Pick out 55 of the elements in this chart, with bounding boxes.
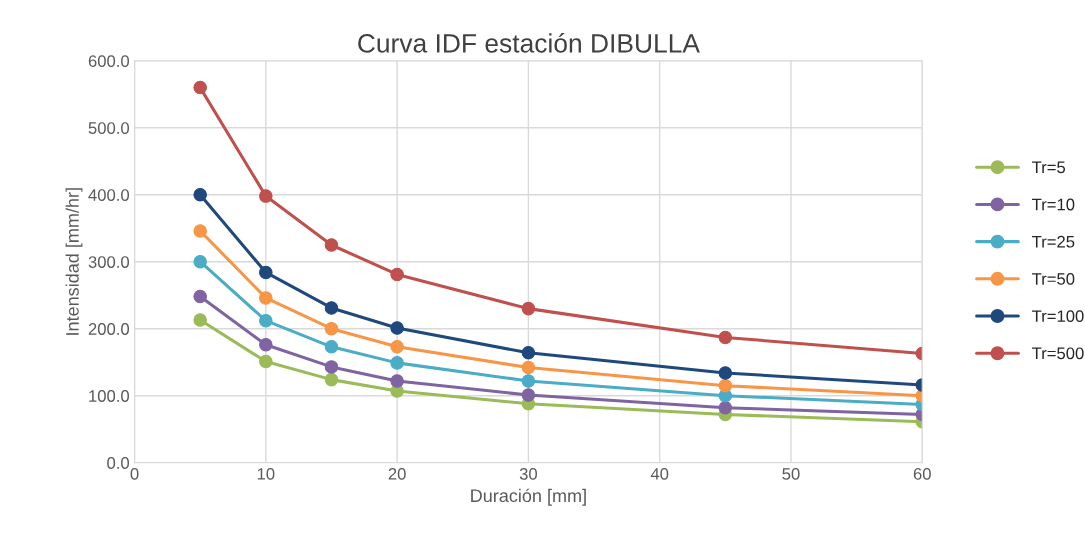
point (521, 388, 536, 402)
point (193, 80, 207, 95)
point (521, 346, 536, 360)
chart-title: Curva IDF estación DIBULLA (358, 33, 700, 53)
y-tick-label: 100.0 (89, 390, 130, 402)
point (718, 378, 733, 393)
point (324, 238, 339, 252)
point (390, 321, 404, 335)
x-tick-label: 60 (913, 467, 931, 480)
point (324, 321, 339, 336)
point (390, 374, 404, 388)
y-tick-label: 600.0 (88, 55, 130, 67)
point (718, 330, 733, 345)
y-tick-label: 0.0 (107, 457, 130, 469)
x-tick-label: 40 (650, 467, 669, 480)
point (324, 301, 339, 315)
point (259, 189, 273, 203)
point (718, 366, 733, 380)
legend-label: Tr=100 (1032, 310, 1084, 323)
point (521, 360, 536, 375)
point (259, 291, 273, 305)
legend-label: Tr=25 (1032, 235, 1075, 248)
y-tick-label: 200.0 (88, 323, 130, 335)
y-tick-label: 400.0 (88, 189, 130, 201)
point (324, 360, 339, 374)
point (259, 313, 273, 328)
point (259, 265, 273, 280)
point (521, 301, 536, 316)
x-tick-label: 50 (782, 467, 800, 480)
point (324, 340, 339, 354)
point (193, 187, 207, 202)
point (193, 289, 207, 304)
y-tick-label: 500.0 (88, 122, 130, 134)
y-tick-label: 300.0 (88, 256, 130, 268)
legend-label: Tr=10 (1032, 198, 1075, 211)
y-axis-title: Intensidad [mm/hr] (65, 188, 83, 335)
x-tick-label: 30 (519, 467, 538, 480)
legend-label: Tr=500 (1032, 347, 1084, 360)
x-tick-label: 0 (130, 467, 139, 480)
point (193, 313, 207, 327)
point (390, 356, 404, 370)
point (193, 224, 207, 238)
point (259, 354, 273, 369)
x-axis-title: Duración [mm] (471, 488, 586, 506)
point (390, 340, 404, 354)
point (390, 267, 404, 282)
legend-label: Tr=5 (1032, 161, 1066, 174)
point (259, 338, 273, 352)
legend-label: Tr=50 (1032, 273, 1075, 285)
x-tick-label: 20 (388, 467, 406, 480)
point (193, 254, 207, 269)
point (521, 374, 536, 388)
point (718, 400, 733, 415)
x-tick-label: 10 (257, 467, 275, 480)
point (324, 372, 339, 387)
